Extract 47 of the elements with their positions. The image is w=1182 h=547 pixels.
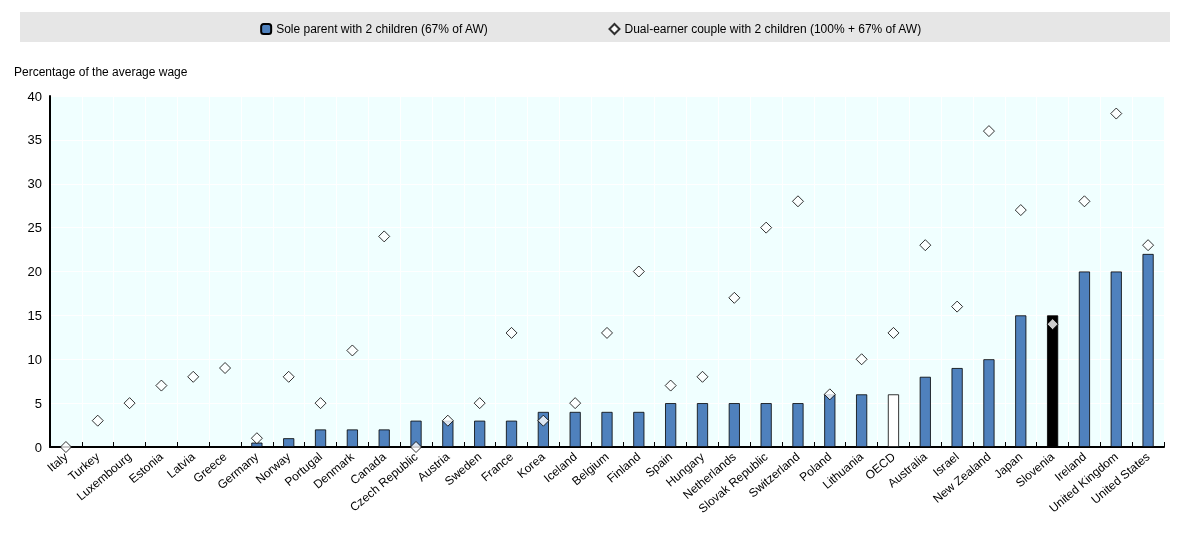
point: [59, 441, 72, 453]
point: [250, 432, 263, 445]
point: [505, 326, 518, 339]
point: [1142, 239, 1155, 252]
y-tick-label: 5: [34, 395, 42, 411]
point: [441, 414, 454, 427]
point: [855, 353, 868, 366]
point: [728, 291, 741, 304]
point: [919, 239, 932, 252]
y-tick-label: 0: [34, 439, 42, 455]
point: [569, 397, 582, 410]
y-tick-label: 35: [27, 132, 42, 148]
point: [696, 370, 709, 383]
point: [601, 326, 613, 339]
point: [1078, 195, 1091, 208]
y-tick-label: 15: [27, 307, 42, 323]
point: [664, 379, 677, 392]
point: [982, 125, 995, 138]
y-tick-label: 10: [27, 351, 42, 367]
point: [314, 397, 327, 410]
point: [632, 265, 645, 278]
point: [951, 300, 964, 313]
y-tick-label: 30: [27, 176, 42, 192]
y-tick-label: 40: [27, 88, 42, 104]
point: [473, 397, 486, 410]
y-tick-label: 25: [27, 220, 42, 236]
point: [410, 441, 423, 453]
point: [887, 326, 900, 339]
point: [346, 344, 359, 357]
point: [123, 397, 136, 410]
point: [760, 221, 773, 234]
point: [1046, 318, 1059, 331]
point: [219, 362, 232, 375]
point: [378, 230, 391, 243]
y-tick-label: 20: [27, 264, 42, 279]
point: [187, 370, 200, 383]
point: [537, 414, 550, 427]
point: [282, 370, 295, 383]
point: [1014, 204, 1027, 217]
point: [91, 414, 104, 427]
point: [791, 195, 804, 208]
legend-label: Sole parent with 2 children (67% of AW): [276, 22, 488, 36]
y-axis-title: Percentage of the average wage: [14, 65, 188, 79]
legend-label: Dual-earner couple with 2 children (100% + 67% of AW): [624, 22, 922, 36]
point: [823, 388, 836, 401]
point: [1110, 107, 1123, 120]
point: [155, 379, 168, 392]
